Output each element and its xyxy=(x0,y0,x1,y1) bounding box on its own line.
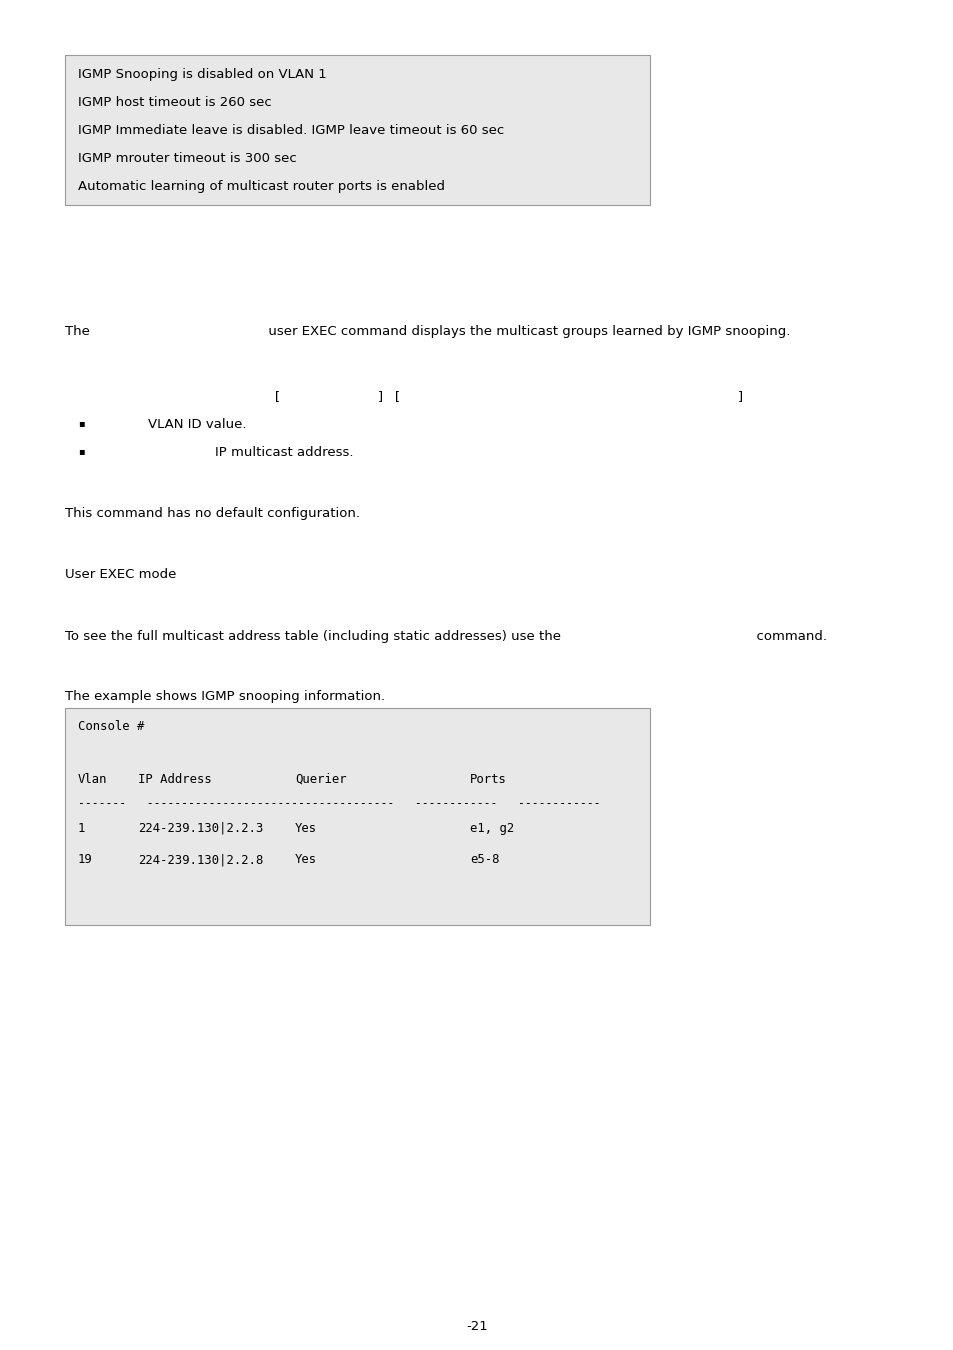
Text: The                                          user EXEC command displays the mult: The user EXEC command displays the mult xyxy=(65,325,789,338)
Text: 224-239.130|2.2.3: 224-239.130|2.2.3 xyxy=(138,822,263,836)
Text: IP Address: IP Address xyxy=(138,774,212,786)
Text: ▪: ▪ xyxy=(78,418,85,428)
Text: To see the full multicast address table (including static addresses) use the    : To see the full multicast address table … xyxy=(65,630,826,643)
Text: Ports: Ports xyxy=(470,774,506,786)
Text: IP multicast address.: IP multicast address. xyxy=(214,446,354,459)
Text: ▪: ▪ xyxy=(78,446,85,456)
FancyBboxPatch shape xyxy=(65,55,649,205)
Text: -------   ------------------------------------   ------------   ------------: ------- --------------------------------… xyxy=(78,796,599,810)
Text: 1: 1 xyxy=(78,822,85,836)
Text: User EXEC mode: User EXEC mode xyxy=(65,568,176,580)
Text: VLAN ID value.: VLAN ID value. xyxy=(148,418,246,431)
Text: 224-239.130|2.2.8: 224-239.130|2.2.8 xyxy=(138,853,263,865)
Text: IGMP mrouter timeout is 300 sec: IGMP mrouter timeout is 300 sec xyxy=(78,153,296,165)
Text: IGMP Snooping is disabled on VLAN 1: IGMP Snooping is disabled on VLAN 1 xyxy=(78,68,327,81)
Text: e5-8: e5-8 xyxy=(470,853,499,865)
Text: Querier: Querier xyxy=(294,774,346,786)
Text: -21: -21 xyxy=(466,1320,487,1332)
Text: Yes: Yes xyxy=(294,853,316,865)
FancyBboxPatch shape xyxy=(65,707,649,925)
Text: Yes: Yes xyxy=(294,822,316,836)
Text: [            ] [                                          ]: [ ] [ ] xyxy=(65,390,744,404)
Text: Console #: Console # xyxy=(78,720,144,733)
Text: Vlan: Vlan xyxy=(78,774,108,786)
Text: This command has no default configuration.: This command has no default configuratio… xyxy=(65,508,359,520)
Text: Automatic learning of multicast router ports is enabled: Automatic learning of multicast router p… xyxy=(78,180,444,193)
Text: The example shows IGMP snooping information.: The example shows IGMP snooping informat… xyxy=(65,690,385,703)
Text: IGMP Immediate leave is disabled. IGMP leave timeout is 60 sec: IGMP Immediate leave is disabled. IGMP l… xyxy=(78,124,504,136)
Text: IGMP host timeout is 260 sec: IGMP host timeout is 260 sec xyxy=(78,96,272,109)
Text: 19: 19 xyxy=(78,853,92,865)
Text: e1, g2: e1, g2 xyxy=(470,822,514,836)
